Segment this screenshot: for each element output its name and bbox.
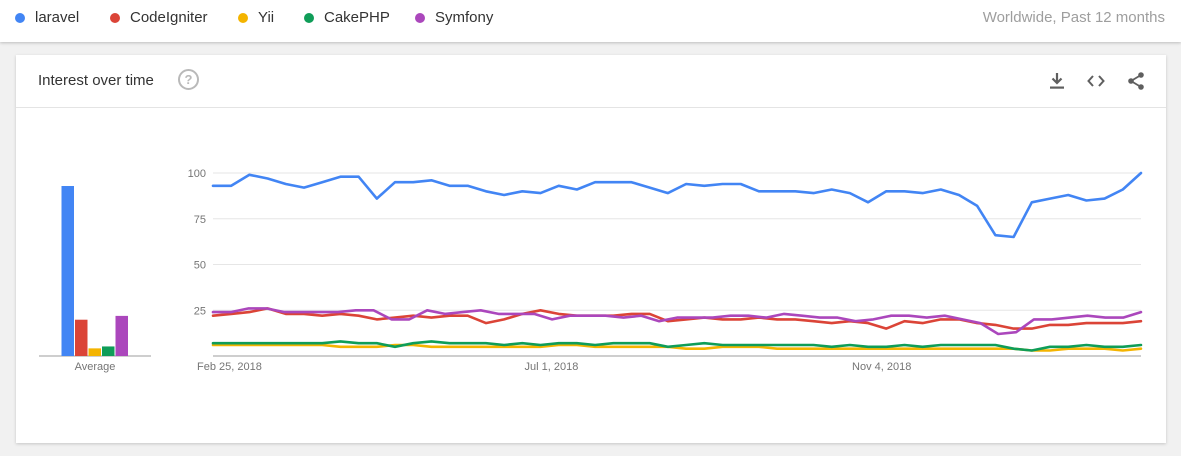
average-bar-symfony[interactable] <box>115 315 129 356</box>
legend-dot <box>110 13 120 23</box>
download-icon[interactable] <box>1047 71 1067 91</box>
legend-bar: laravel CodeIgniter Yii CakePHP Symfony … <box>0 0 1181 42</box>
help-circle-icon[interactable]: ? <box>178 69 199 90</box>
share-icon[interactable] <box>1126 71 1146 91</box>
embed-code-icon[interactable] <box>1086 71 1106 91</box>
y-tick-label: 25 <box>194 305 206 317</box>
average-axis-label: Average <box>75 361 116 373</box>
x-tick-label: Feb 25, 2018 <box>197 361 262 373</box>
scope-label[interactable]: Worldwide, Past 12 months <box>982 9 1165 26</box>
series-line-yii[interactable] <box>211 343 1143 352</box>
average-bar-yii[interactable] <box>88 348 102 356</box>
legend-label: laravel <box>35 9 80 26</box>
legend-dot <box>238 13 248 23</box>
average-bar-laravel[interactable] <box>61 186 75 356</box>
series-line-codeigniter[interactable] <box>211 307 1143 330</box>
legend-dot <box>304 13 314 23</box>
series-line-symfony[interactable] <box>211 307 1143 336</box>
x-tick-label: Nov 4, 2018 <box>852 361 911 373</box>
legend-dot <box>415 13 425 23</box>
y-tick-label: 50 <box>194 260 206 272</box>
card-header: Interest over time ? <box>16 55 1166 108</box>
card-title: Interest over time <box>38 72 154 89</box>
y-tick-label: 100 <box>188 168 206 180</box>
legend-label: CakePHP <box>324 9 390 26</box>
x-tick-label: Jul 1, 2018 <box>525 361 579 373</box>
legend-label: Yii <box>258 9 275 26</box>
average-bar-chart: Average <box>39 186 151 373</box>
interest-line-chart: 25 50 75 100 Feb 25, 2018 Jul 1, 2018 Nov 4, 2… <box>188 168 1143 373</box>
y-tick-label: 75 <box>194 214 206 226</box>
legend-dot <box>15 13 25 23</box>
average-bar-codeigniter[interactable] <box>75 319 88 356</box>
average-bar-cakephp[interactable] <box>102 346 115 356</box>
legend-label: CodeIgniter <box>130 9 208 26</box>
series-line-laravel[interactable] <box>211 171 1143 239</box>
interest-over-time-card: Interest over time ? Average 25 50 75 100 Fe… <box>16 55 1166 443</box>
series-line-cakephp[interactable] <box>211 340 1143 352</box>
legend-label: Symfony <box>435 9 494 26</box>
